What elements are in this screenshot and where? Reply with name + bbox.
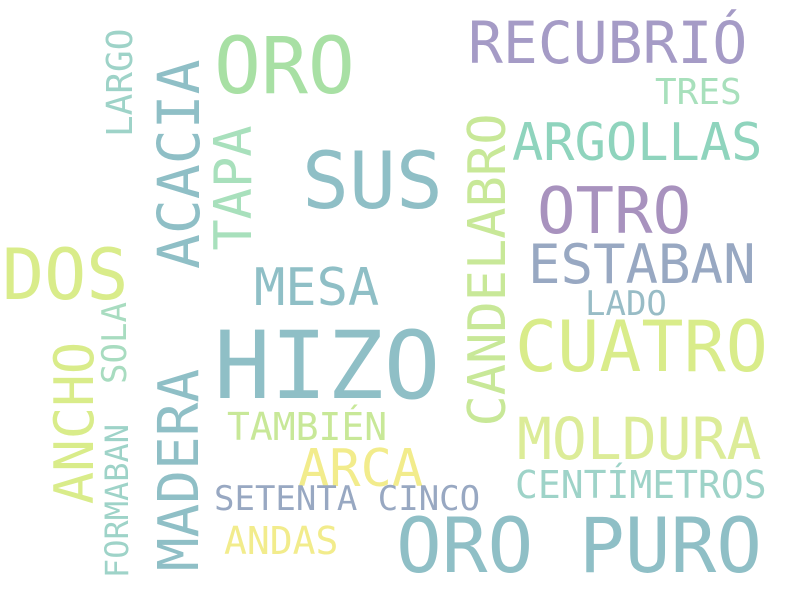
- word-sola: SOLA: [95, 302, 135, 384]
- word-tres: TRES: [655, 72, 742, 113]
- word-hizo: HIZO: [214, 312, 441, 421]
- word-recubrio: RECUBRIÓ: [468, 9, 748, 77]
- word-andas: ANDAS: [224, 519, 339, 563]
- word-oro-puro: ORO PURO: [396, 501, 763, 590]
- word-tambien: TAMBIÉN: [227, 405, 388, 449]
- word-otro: OTRO: [537, 175, 692, 249]
- word-arca: ARCA: [298, 439, 424, 499]
- word-candelabro: CANDELABRO: [458, 113, 518, 427]
- word-sus: SUS: [302, 137, 443, 227]
- word-largo: LARGO: [100, 28, 141, 137]
- word-ancho: ANCHO: [43, 341, 106, 505]
- word-madera: MADERA: [147, 368, 212, 572]
- word-mesa: MESA: [254, 258, 380, 318]
- word-cuatro: CUATRO: [515, 306, 768, 388]
- word-formaban: FORMABAN: [98, 423, 136, 579]
- word-estaban: ESTABAN: [528, 233, 756, 296]
- word-acacia: ACACIA: [145, 59, 213, 269]
- word-dos: DOS: [2, 234, 129, 316]
- word-centimetros: CENTÍMETROS: [515, 463, 767, 507]
- word-tapa: TAPA: [204, 125, 264, 251]
- word-oro: ORO: [214, 22, 355, 112]
- word-moldura: MOLDURA: [517, 405, 762, 473]
- word-lado: LADO: [585, 284, 667, 324]
- word-setenta-cinco: SETENTA CINCO: [214, 479, 481, 519]
- word-argollas: ARGOLLAS: [512, 113, 763, 173]
